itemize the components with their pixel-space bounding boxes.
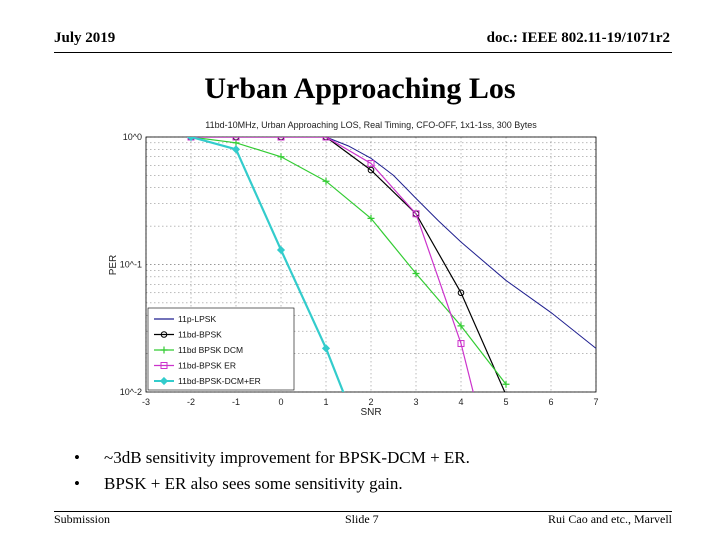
chart-title: 11bd-10MHz, Urban Approaching LOS, Real …	[205, 120, 537, 130]
legend-label: 11bd-BPSK	[178, 330, 222, 340]
data-point	[277, 153, 285, 161]
x-tick-label: -3	[142, 397, 150, 407]
data-point	[502, 380, 510, 388]
y-tick-label: 10^-1	[120, 260, 142, 270]
data-point	[367, 166, 375, 174]
data-point	[160, 362, 168, 369]
legend-label: 11p-LPSK	[178, 314, 216, 324]
data-point	[322, 177, 330, 185]
x-tick-label: -1	[232, 397, 240, 407]
series-line	[190, 137, 507, 385]
data-point	[186, 137, 196, 142]
x-tick-label: -2	[187, 397, 195, 407]
x-tick-label: 6	[548, 397, 553, 407]
series-line	[191, 137, 596, 349]
y-tick-label: 10^-2	[120, 387, 142, 397]
x-tick-label: 5	[503, 397, 508, 407]
series-11bd-bpsk-er	[187, 137, 474, 392]
data-point	[367, 159, 375, 167]
legend-box	[147, 307, 295, 391]
data-point	[457, 322, 465, 330]
footer-author: Rui Cao and etc., Marvell	[548, 512, 672, 526]
bullet-dot: •	[74, 474, 80, 493]
footer-slide-number: Slide 7	[345, 512, 379, 526]
data-point	[322, 137, 330, 141]
data-point	[412, 269, 420, 277]
x-axis-label: SNR	[360, 407, 381, 418]
data-point	[232, 139, 240, 147]
legend-label: 11bd-BPSK ER	[178, 361, 236, 371]
header-rule	[54, 52, 672, 53]
plot-frame	[145, 136, 597, 393]
data-point	[367, 214, 375, 222]
chart-series	[186, 137, 596, 392]
chart-legend: 11p-LPSK 11bd-BPSK 11bd BPSK DCM 11bd-BPSK …	[147, 307, 295, 391]
legend-label: 11bd BPSK DCM	[178, 345, 243, 355]
data-point	[321, 344, 331, 353]
series-line	[191, 137, 474, 392]
data-point	[457, 289, 465, 297]
x-tick-label: 1	[323, 397, 328, 407]
series-11bd-bpsk-dcm	[187, 137, 510, 388]
chart-ticks: -3 -2 -1 0 1 2 3 4 5 6 7 10^0 10^-1 10^-2	[120, 132, 599, 407]
bullet-item: • BPSK + ER also sees some sensitivity ga…	[74, 474, 470, 494]
bullet-text: ~3dB sensitivity improvement for BPSK-DC…	[104, 448, 470, 467]
x-tick-label: 3	[413, 397, 418, 407]
series-line	[191, 137, 506, 392]
data-point	[277, 137, 285, 141]
y-tick-label: 10^0	[123, 132, 142, 142]
bullet-dot: •	[74, 448, 80, 467]
data-point	[457, 340, 465, 348]
bullet-list: • ~3dB sensitivity improvement for BPSK-D…	[74, 448, 470, 500]
header-date: July 2019	[54, 30, 116, 46]
per-chart: 11bd-10MHz, Urban Approaching LOS, Real …	[108, 120, 599, 418]
legend-label: 11bd-BPSK-DCM+ER	[178, 376, 261, 386]
data-point	[412, 210, 420, 218]
x-tick-label: 2	[368, 397, 373, 407]
x-tick-label: 7	[593, 397, 598, 407]
footer-submission: Submission	[54, 512, 111, 526]
y-axis-label: PER	[108, 255, 119, 276]
slide-title: Urban Approaching Los	[204, 72, 516, 105]
series-11bd-bpsk-dcm-er	[186, 137, 345, 392]
header-doc-id: doc.: IEEE 802.11-19/1071r2	[486, 30, 670, 46]
data-point	[276, 245, 286, 255]
data-point	[160, 331, 168, 338]
footer-rule	[54, 511, 672, 512]
data-point	[232, 137, 240, 141]
data-point	[159, 376, 169, 386]
data-point	[160, 346, 168, 354]
series-11p-lpsk	[191, 137, 596, 349]
x-tick-label: 4	[458, 397, 463, 407]
bullet-item: • ~3dB sensitivity improvement for BPSK-D…	[74, 448, 470, 468]
data-point	[231, 145, 241, 154]
bullet-text: BPSK + ER also sees some sensitivity gai…	[104, 474, 403, 493]
x-tick-label: 0	[278, 397, 283, 407]
